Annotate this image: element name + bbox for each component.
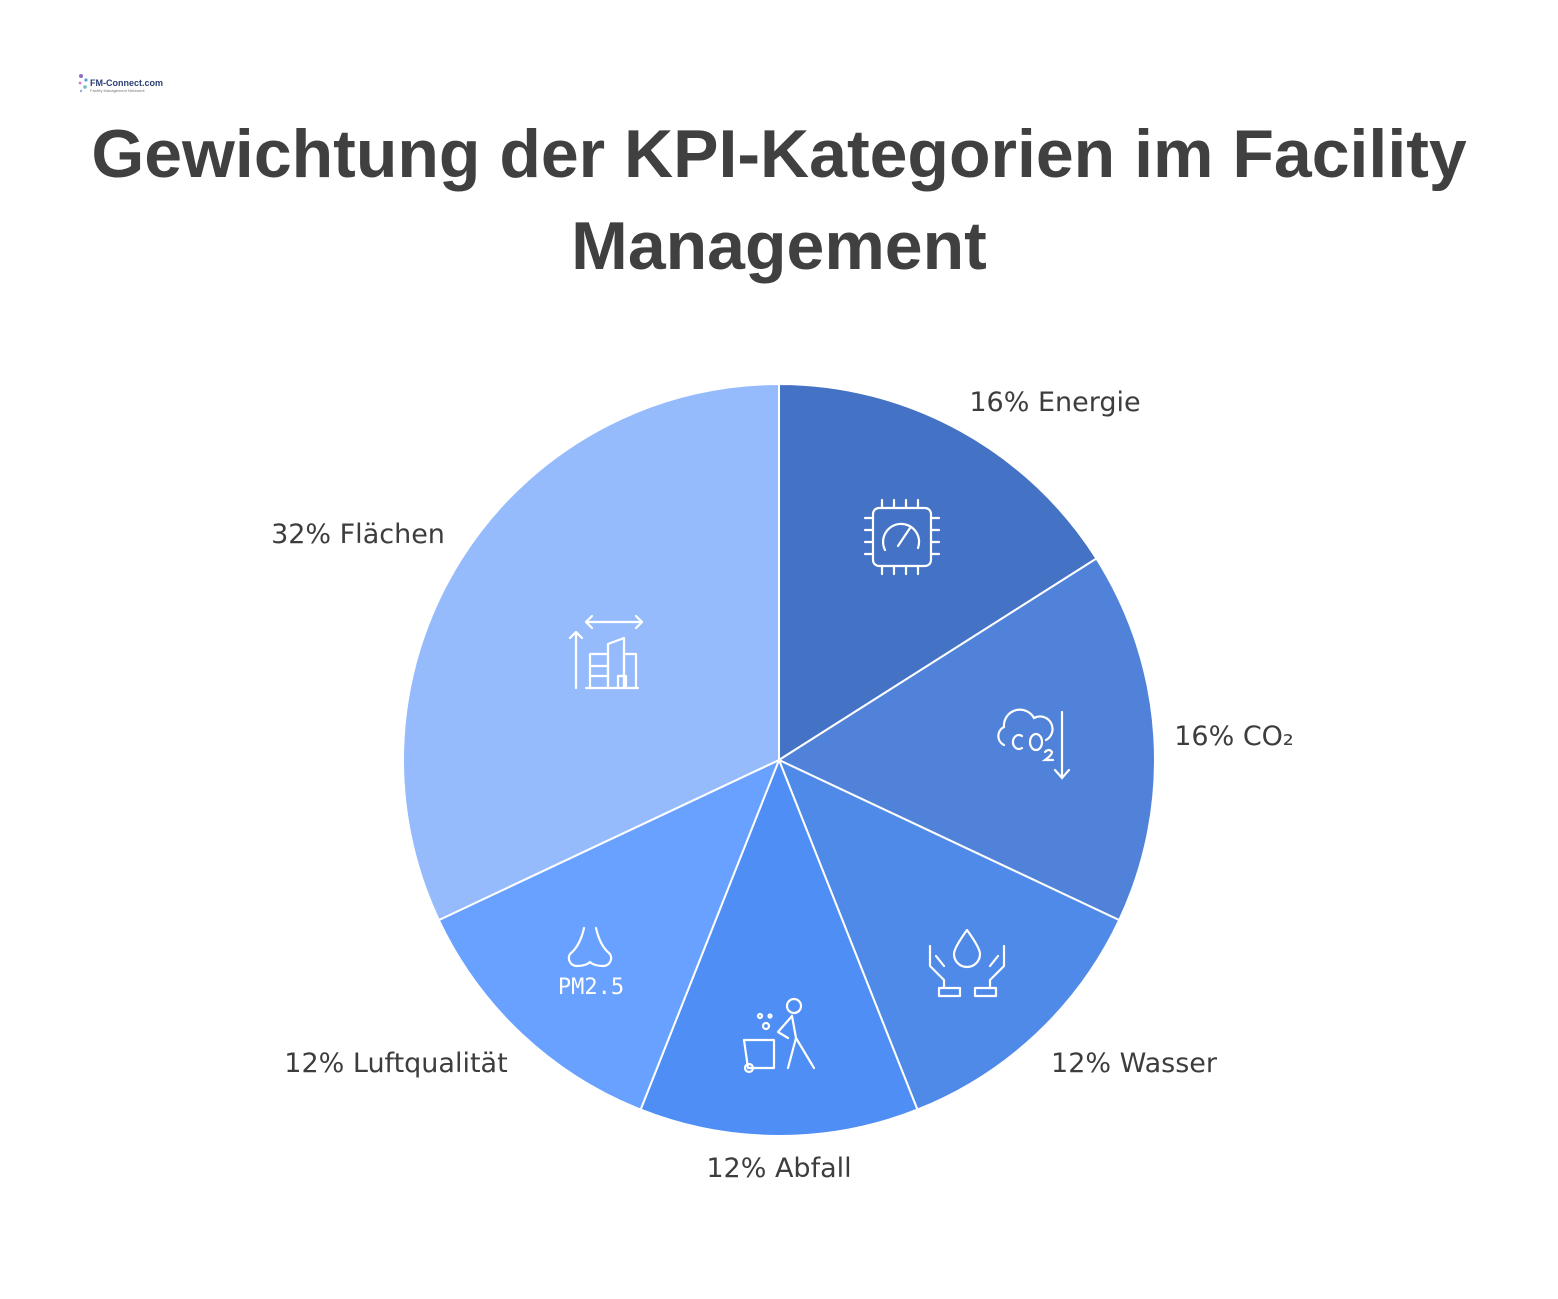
pie-slice-energie [778,382,1098,762]
slice-labels: 16% Energie 16% CO₂ 12% Wasser 12% Abfal… [271,387,1294,1184]
chip-gauge-icon [863,498,941,576]
logo-tagline: Facility Management Netzwerk [90,88,145,93]
hands-water-drop-icon [928,928,1006,998]
pie-slice-co- [776,557,1156,922]
page-title: Gewichtung der KPI-Kategorien im Facilit… [0,108,1558,292]
co2-cloud-down-icon [997,708,1071,780]
pie-slice-abfall [639,757,919,1138]
pie-slice-fl-chen [402,382,780,922]
fm-connect-logo: FM-Connect.com Facility Management Netzw… [76,70,163,98]
title-line-1: Gewichtung der KPI-Kategorien im Facilit… [91,116,1467,192]
building-area-icon [568,614,644,690]
label-wasser: 12% Wasser [1051,1048,1218,1079]
label-co2: 16% CO₂ [1174,721,1294,752]
label-luftqualitaet: 12% Luftqualität [284,1048,507,1079]
pie-slices [402,382,1156,1138]
logo-text: FM-Connect.com [90,78,163,88]
label-flaechen: 32% Flächen [271,519,445,550]
label-energie: 16% Energie [969,387,1140,418]
logo-dots-icon [78,74,88,93]
pm25-icon-text: PM2.5 [558,975,624,1000]
person-waste-bin-icon [742,997,816,1074]
title-line-2: Management [571,208,987,284]
label-abfall: 12% Abfall [706,1153,851,1184]
pie-slice-luftqualit-t [437,758,781,1111]
nose-pm25-icon: PM2.5 [558,926,624,1000]
pie-slice-wasser [777,758,1121,1111]
